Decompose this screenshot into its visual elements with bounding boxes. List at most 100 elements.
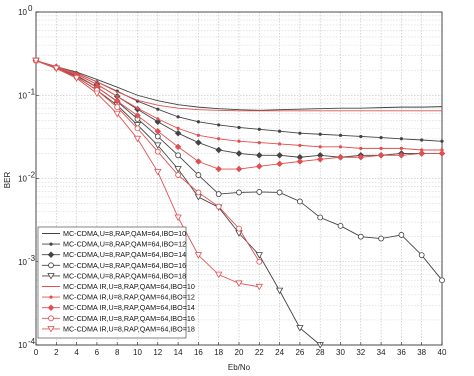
data-point <box>134 112 141 119</box>
legend-label: MC-CDMA IR,U=8,RAP,QAM=64,IBO=18 <box>63 324 195 333</box>
data-point <box>235 150 243 157</box>
data-point <box>174 166 182 173</box>
legend-marker <box>49 295 53 299</box>
data-point <box>236 225 242 232</box>
legend-label: MC-CDMA,U=8,RAP,QAM=64,IBO=14 <box>63 250 186 259</box>
legend-entry: MC-CDMA IR,U=8,RAP,QAM=64,IBO=14 <box>42 303 195 312</box>
data-point <box>296 325 304 332</box>
data-point <box>93 90 101 98</box>
data-point <box>420 148 424 152</box>
x-tick-label: 14 <box>174 348 183 357</box>
data-point <box>174 143 182 151</box>
x-tick-label: 16 <box>194 348 203 357</box>
legend-entry: MC-CDMA,U=8,RAP,QAM=64,IBO=12 <box>42 240 186 249</box>
x-tick-label: 6 <box>95 348 100 357</box>
series-layer <box>32 57 446 349</box>
y-tick-exponent: -2 <box>28 171 36 180</box>
data-point <box>114 104 121 111</box>
legend-marker <box>49 242 53 246</box>
data-point <box>418 252 425 259</box>
data-point <box>235 165 243 173</box>
data-point <box>298 143 302 147</box>
data-point <box>420 138 424 142</box>
legend-marker <box>47 304 55 312</box>
legend: MC-CDMA,U=8,RAP,QAM=64,IBO=10 MC-CDMA,U=8… <box>37 226 195 339</box>
data-point <box>217 123 221 127</box>
x-tick-label: 12 <box>153 348 162 357</box>
data-point <box>257 127 261 131</box>
data-point <box>195 172 202 178</box>
data-point <box>52 65 60 73</box>
data-point <box>439 277 445 284</box>
data-point <box>196 120 200 124</box>
data-point <box>174 129 182 137</box>
grid <box>35 12 443 346</box>
legend-entry: MC-CDMA,U=8,RAP,QAM=64,IBO=10 <box>42 229 186 238</box>
legend-label: MC-CDMA IR,U=8,RAP,QAM=64,IBO=14 <box>63 303 195 312</box>
data-point <box>215 165 223 173</box>
legend-marker <box>47 272 55 280</box>
legend-label: MC-CDMA,U=8,RAP,QAM=64,IBO=10 <box>63 229 186 238</box>
data-point <box>195 158 202 165</box>
y-tick-label: 10 <box>18 175 27 184</box>
x-axis-label: Eb/No <box>228 363 251 372</box>
data-point <box>215 146 223 154</box>
data-point <box>318 145 322 149</box>
data-point <box>418 150 426 157</box>
data-point <box>359 134 363 139</box>
data-point <box>338 133 343 137</box>
y-tick-exponent: -4 <box>28 337 36 346</box>
data-point <box>379 135 383 140</box>
legend-label: MC-CDMA,U=8,RAP,QAM=64,IBO=18 <box>63 271 186 280</box>
data-point <box>154 118 162 126</box>
legend-entry: MC-CDMA IR,U=8,RAP,QAM=64,IBO=12 <box>42 293 195 302</box>
legend-entry: MC-CDMA IR,U=8,RAP,QAM=64,IBO=16 <box>42 314 195 323</box>
y-tick-exponent: -3 <box>28 254 36 263</box>
series-line <box>35 60 443 111</box>
data-point <box>278 129 282 133</box>
x-tick-labels: 0 2 4 6 8 10 12 14 16 18 20 22 24 26 28 30 32 34 36 38 40 <box>34 342 447 357</box>
data-point <box>113 97 121 105</box>
data-point <box>379 146 383 150</box>
data-point <box>377 151 385 159</box>
data-point <box>175 172 182 178</box>
data-point <box>296 198 303 205</box>
data-point <box>196 133 200 137</box>
data-point <box>296 158 304 165</box>
y-tick-exponent: -1 <box>28 87 36 96</box>
x-tick-label: 36 <box>397 348 406 357</box>
legend-label: MC-CDMA,U=8,RAP,QAM=64,IBO=16 <box>63 261 186 270</box>
data-point <box>133 135 142 143</box>
data-point <box>32 57 40 65</box>
data-point <box>194 252 203 259</box>
x-tick-label: 0 <box>34 348 39 357</box>
data-point <box>276 151 283 159</box>
data-point <box>357 153 365 161</box>
data-point <box>317 214 324 221</box>
legend-entry: MC-CDMA,U=8,RAP,QAM=64,IBO=14 <box>42 250 186 259</box>
data-point <box>398 151 405 159</box>
data-point <box>215 203 222 210</box>
legend-entry: MC-CDMA IR,U=8,RAP,QAM=64,IBO=10 <box>42 282 195 291</box>
x-tick-label: 4 <box>74 348 79 357</box>
legend-marker <box>47 325 55 333</box>
data-point <box>115 94 119 98</box>
data-point <box>298 131 302 135</box>
x-tick-label: 26 <box>295 348 304 357</box>
data-point <box>154 142 162 149</box>
legend-label: MC-CDMA IR,U=8,RAP,QAM=64,IBO=12 <box>63 293 195 302</box>
series-line <box>35 60 442 112</box>
data-point <box>195 139 202 146</box>
data-point <box>175 152 182 159</box>
data-point <box>398 232 405 238</box>
legend-entry: MC-CDMA IR,U=8,RAP,QAM=64,IBO=18 <box>42 324 195 333</box>
data-point <box>156 107 160 111</box>
x-tick-label: 34 <box>377 348 386 357</box>
data-point <box>278 142 282 146</box>
data-point <box>237 125 241 130</box>
data-point <box>337 153 344 161</box>
y-tick-label: 10 <box>18 8 27 17</box>
data-point <box>235 280 243 287</box>
data-point <box>154 127 162 135</box>
